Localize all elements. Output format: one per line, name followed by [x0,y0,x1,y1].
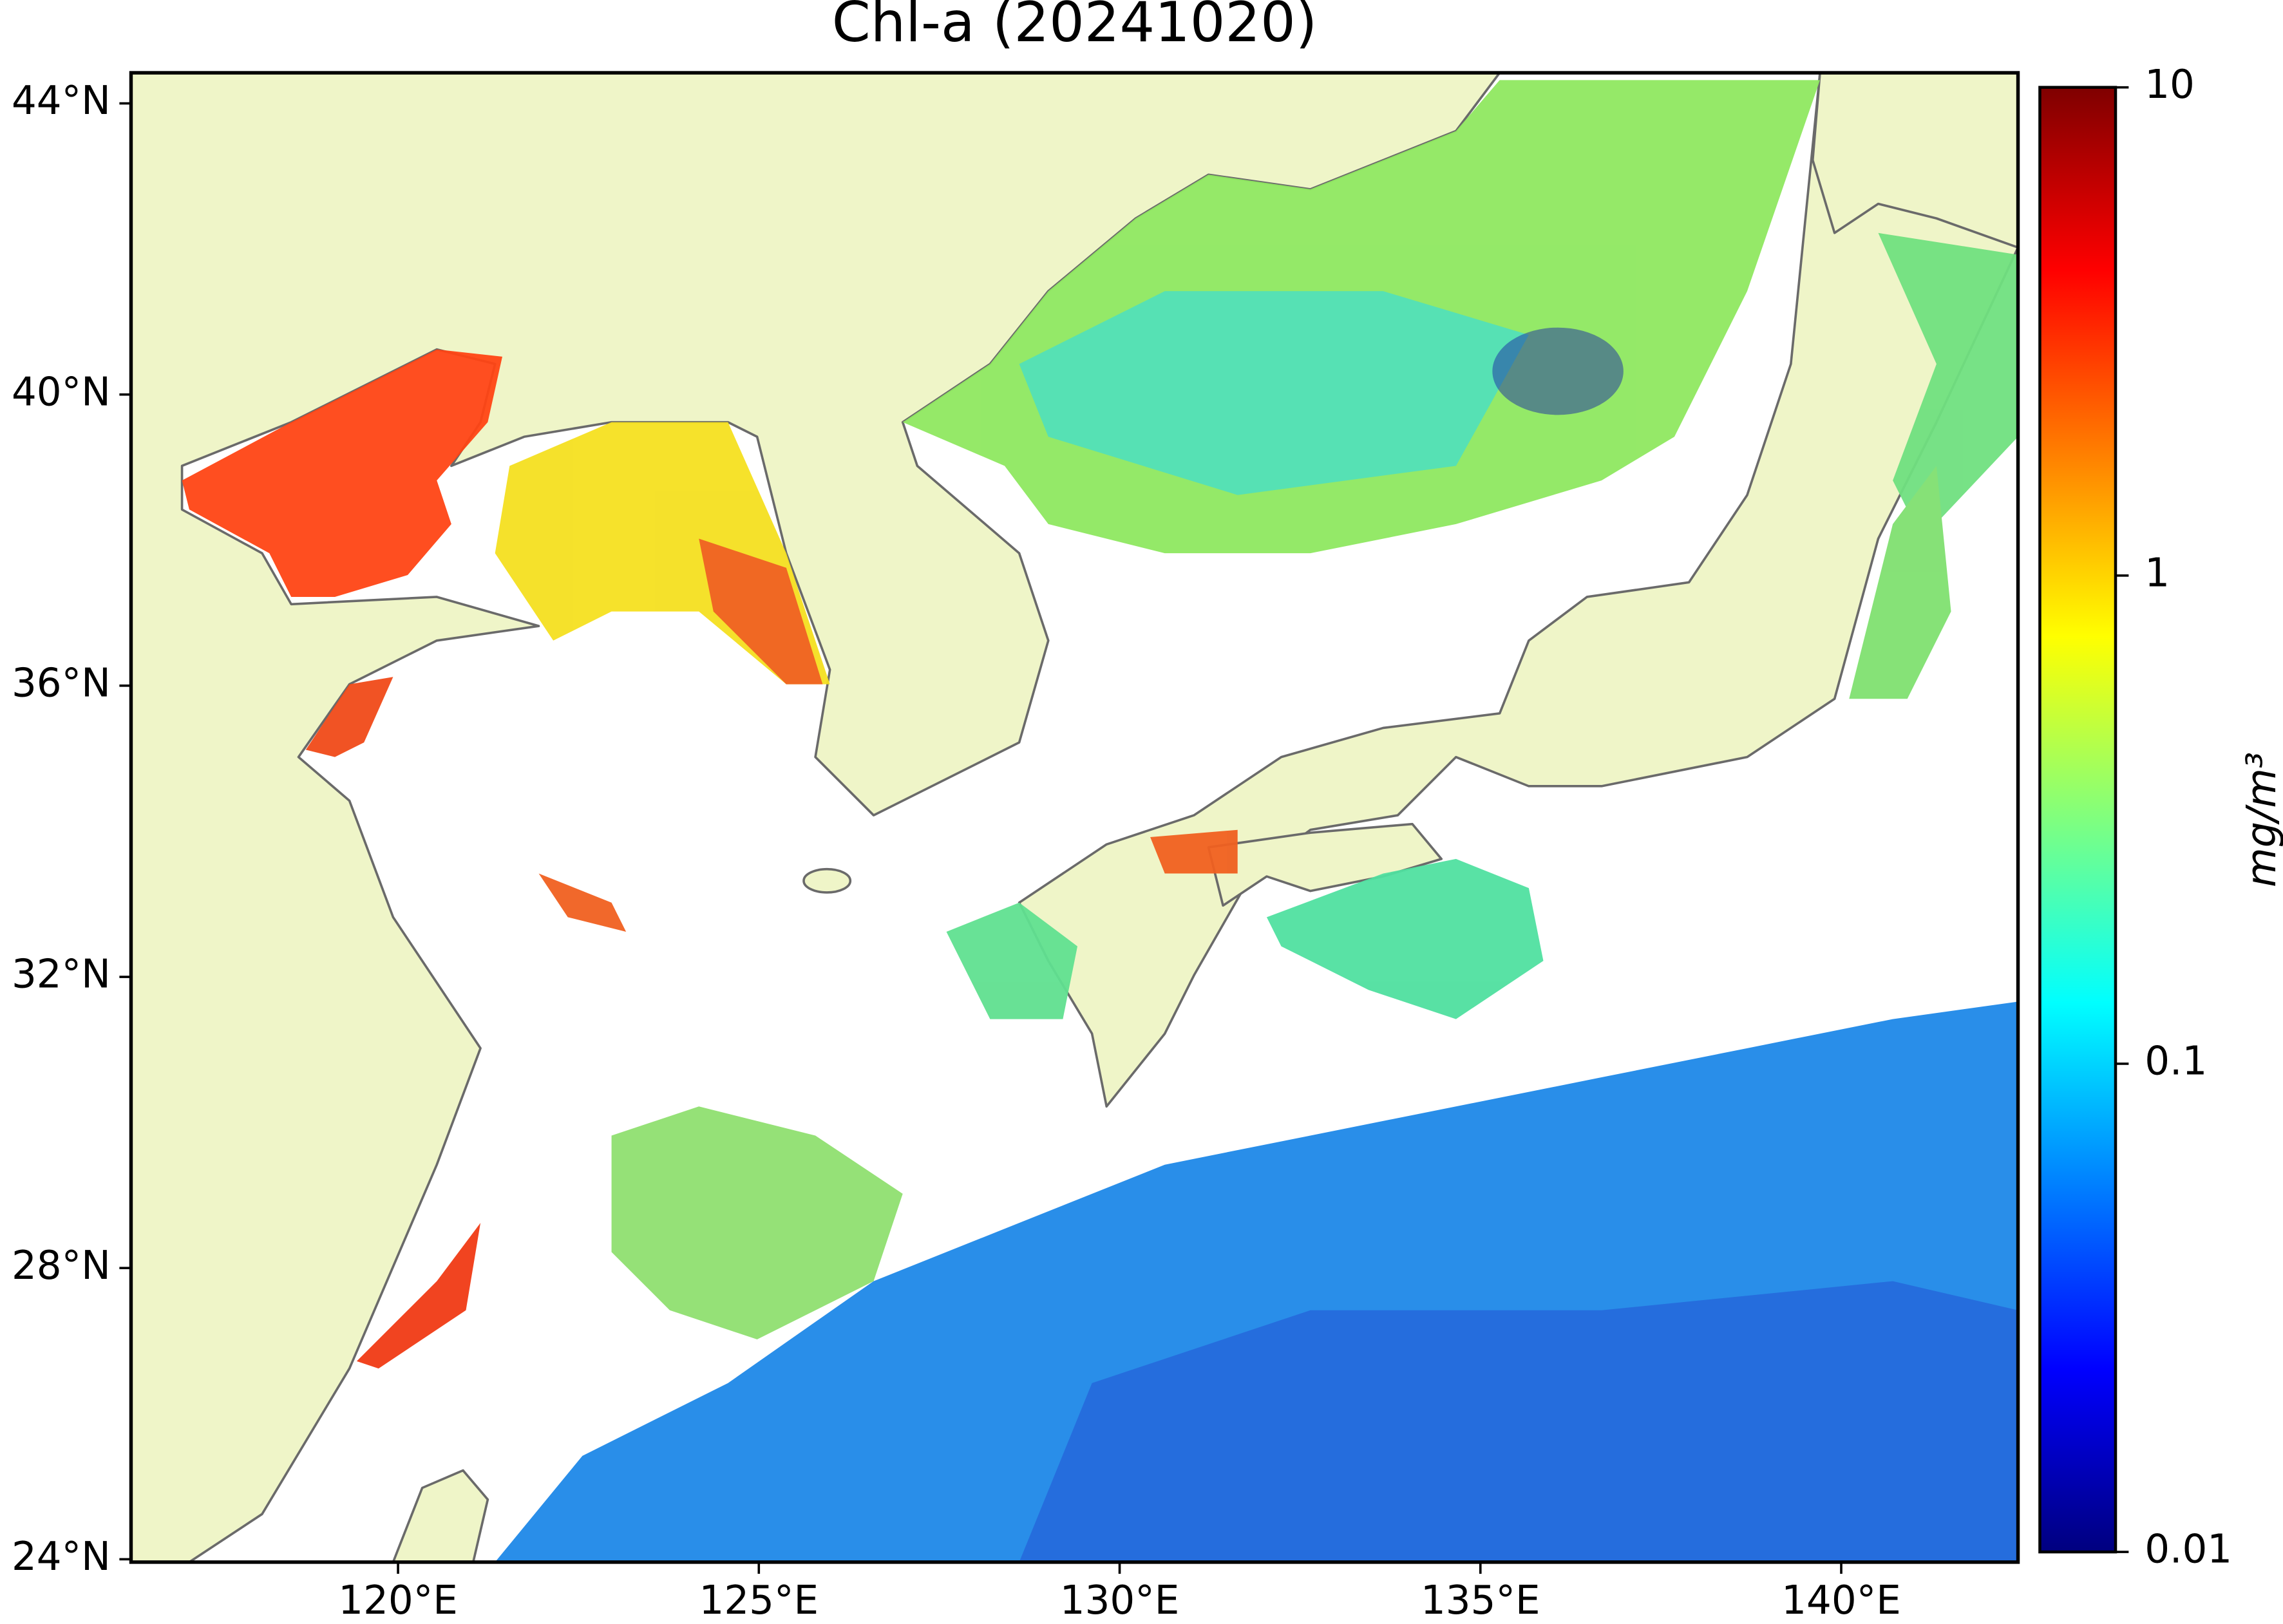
x-tick-label: 130°E [1060,1578,1180,1623]
chl-patch [699,538,823,685]
chl-patch [356,1223,481,1369]
x-tick-label: 135°E [1421,1578,1540,1623]
chl-patch [1019,1281,2018,1562]
chl-patch [305,677,393,757]
map-area [131,73,2018,1562]
chl-patch [1266,858,1544,1019]
colorbar [2038,86,2117,1554]
chl-patch [1492,327,1624,415]
chl-patch [1878,232,2018,539]
chlorophyll-field [182,80,2018,1562]
chl-patch [1150,829,1238,874]
y-tick-label: 40°N [12,369,111,415]
colorbar-tick-label: 0.1 [2145,1039,2207,1084]
map-frame [129,71,2020,1564]
x-tick-label: 120°E [338,1578,458,1623]
chl-patch [946,902,1078,1019]
island [1811,73,2018,249]
chl-patch [182,349,502,597]
chl-patch [1849,466,1951,699]
colorbar-tick-label: 1 [2145,550,2170,596]
island [392,1469,489,1562]
colorbar-tick-label: 0.01 [2145,1527,2232,1572]
chl-patch [1019,291,1529,495]
y-tick-label: 24°N [12,1534,111,1580]
island [802,867,852,894]
y-tick-label: 44°N [12,78,111,124]
x-tick-label: 125°E [699,1578,819,1623]
chl-patch [538,873,627,932]
y-tick-label: 28°N [12,1243,111,1289]
colorbar-label: mg/m³ [2237,752,2283,887]
chl-patch [611,1106,903,1339]
map-title: Chl-a (20241020) [832,0,1318,55]
y-tick-label: 32°N [12,952,111,997]
x-tick-label: 140°E [1781,1578,1901,1623]
y-tick-label: 36°N [12,660,111,706]
colorbar-tick-label: 10 [2145,62,2195,108]
